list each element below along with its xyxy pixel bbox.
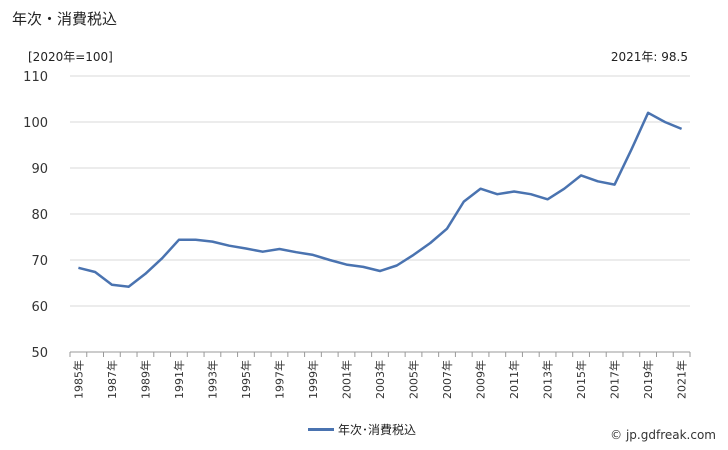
x-axis: 1985年 1987年 1989年 1991年 1993年 1995年 1997年 1999年… [69, 352, 691, 399]
legend-label: 年次･消費税込 [338, 423, 417, 437]
legend: 年次･消費税込 [308, 421, 416, 438]
x-tick-label: 2009年 [474, 360, 488, 399]
x-tick-label: 2005年 [407, 360, 421, 399]
y-axis-ticks: 50 60 70 80 90 100 110 [23, 70, 48, 361]
x-tick-label: 1999年 [306, 360, 320, 399]
grid-lines [70, 75, 690, 353]
series-lines [78, 111, 683, 288]
y-tick-label: 70 [31, 254, 48, 269]
source-credit: © jp.gdfreak.com [610, 428, 716, 442]
x-tick-label: 2013年 [541, 360, 555, 399]
series-line [78, 111, 683, 288]
y-tick-label: 80 [31, 208, 48, 223]
y-tick-label: 60 [31, 300, 48, 315]
x-tick-label: 1991年 [172, 360, 186, 399]
latest-value-label: 2021年: 98.5 [610, 50, 688, 64]
x-tick-label: 2001年 [339, 360, 353, 399]
x-tick-label: 2019年 [641, 360, 655, 399]
x-tick-label: 2007年 [440, 360, 454, 399]
y-tick-label: 100 [23, 116, 48, 131]
legend-swatch [308, 428, 334, 431]
x-tick-label: 1997年 [272, 360, 286, 399]
y-axis-unit-label: [2020年=100] [28, 50, 113, 64]
x-tick-label: 2003年 [373, 360, 387, 399]
x-tick-label: 2011年 [507, 360, 521, 399]
y-tick-label: 110 [23, 70, 48, 85]
x-tick-label: 1987年 [105, 360, 119, 399]
x-tick-label: 2015年 [574, 360, 588, 399]
x-tick-label: 1995年 [239, 360, 253, 399]
y-tick-label: 90 [31, 162, 48, 177]
x-tick-label: 2017年 [608, 360, 622, 399]
y-tick-label: 50 [31, 346, 48, 361]
x-tick-label: 1993年 [205, 360, 219, 399]
x-tick-label: 1989年 [138, 360, 152, 399]
chart-title: 年次・消費税込 [12, 10, 118, 28]
x-tick-label: 1985年 [71, 360, 85, 399]
x-tick-label: 2021年 [675, 360, 689, 399]
